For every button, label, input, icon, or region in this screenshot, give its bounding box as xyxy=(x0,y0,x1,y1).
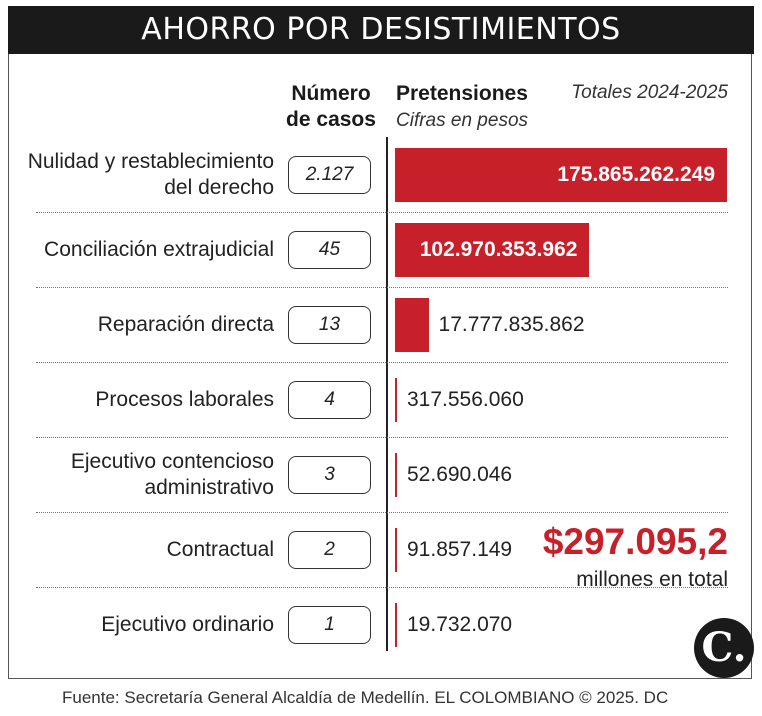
category-label: Ejecutivo contencioso administrativo xyxy=(20,449,274,501)
case-count-box: 13 xyxy=(288,306,371,344)
pretensiones-subheader: Cifras en pesos xyxy=(396,110,528,132)
value-label: 52.690.046 xyxy=(407,463,512,487)
category-label-line: Nulidad y restablecimiento xyxy=(20,149,274,175)
value-label: 102.970.353.962 xyxy=(395,238,577,262)
case-count-box: 45 xyxy=(288,231,371,269)
value-bar xyxy=(395,603,397,647)
row-separator xyxy=(36,287,728,288)
category-label-line: Ejecutivo contencioso xyxy=(20,449,274,475)
category-label-line: Conciliación extrajudicial xyxy=(20,237,274,263)
case-count-box: 4 xyxy=(288,381,371,419)
source-note: Fuente: Secretaría General Alcaldía de M… xyxy=(62,688,668,708)
category-label-line: administrativo xyxy=(20,475,274,501)
category-label: Conciliación extrajudicial xyxy=(20,237,274,263)
row-separator xyxy=(36,437,728,438)
category-label-line: del derecho xyxy=(20,175,274,201)
category-label-line: Ejecutivo ordinario xyxy=(20,612,274,638)
row-separator xyxy=(36,212,728,213)
chart-title: AHORRO POR DESISTIMIENTOS xyxy=(8,6,754,54)
cases-header: Número de casos xyxy=(284,81,378,133)
category-label: Procesos laborales xyxy=(20,387,274,413)
row-separator xyxy=(36,362,728,363)
totals-period: Totales 2024-2025 xyxy=(571,82,728,104)
value-bar xyxy=(395,528,397,572)
category-label-line: Reparación directa xyxy=(20,312,274,338)
case-count-box: 3 xyxy=(288,456,371,494)
pretensiones-header: Pretensiones xyxy=(396,81,528,107)
value-label: 19.732.070 xyxy=(407,613,512,637)
category-label: Reparación directa xyxy=(20,312,274,338)
cases-header-line2: de casos xyxy=(284,107,378,133)
value-label: 317.556.060 xyxy=(407,388,524,412)
value-bar xyxy=(395,298,429,352)
category-label-line: Procesos laborales xyxy=(20,387,274,413)
value-label: 175.865.262.249 xyxy=(395,163,715,187)
case-count-box: 2 xyxy=(288,531,371,569)
case-count-box: 1 xyxy=(288,606,371,644)
value-label: 91.857.149 xyxy=(407,538,512,562)
value-bar xyxy=(395,378,397,422)
value-bar xyxy=(395,453,397,497)
row-separator xyxy=(36,512,728,513)
category-label: Contractual xyxy=(20,537,274,563)
total-value: $297.095,2 xyxy=(543,520,728,564)
cases-header-line1: Número xyxy=(284,81,378,107)
value-label: 17.777.835.862 xyxy=(439,313,585,337)
el-colombiano-logo: C. xyxy=(694,618,754,678)
case-count-box: 2.127 xyxy=(288,156,371,194)
total-label: millones en total xyxy=(576,568,728,592)
category-label: Nulidad y restablecimiento del derecho xyxy=(20,149,274,201)
axis-line xyxy=(386,137,388,651)
category-label: Ejecutivo ordinario xyxy=(20,612,274,638)
category-label-line: Contractual xyxy=(20,537,274,563)
